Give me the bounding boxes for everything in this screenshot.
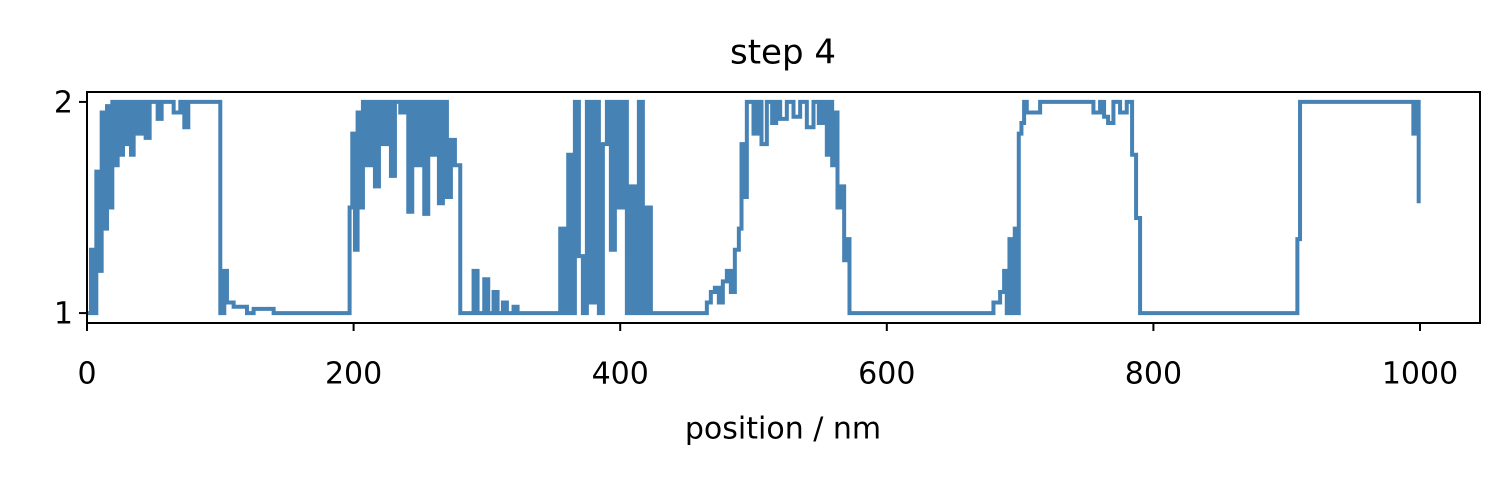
- data-line: [87, 99, 1421, 316]
- y-tick-label: 1: [54, 297, 73, 332]
- x-tick-label: 0: [77, 357, 96, 392]
- x-tick-label: 200: [325, 357, 382, 392]
- x-tick-label: 400: [592, 357, 649, 392]
- y-tick-label: 2: [54, 85, 73, 120]
- x-axis-label: position / nm: [685, 412, 881, 447]
- x-tick-label: 600: [858, 357, 915, 392]
- x-tick-label: 800: [1125, 357, 1182, 392]
- plot-frame: [86, 91, 1481, 324]
- chart-title: step 4: [730, 33, 836, 73]
- x-tick-label: 1000: [1382, 357, 1458, 392]
